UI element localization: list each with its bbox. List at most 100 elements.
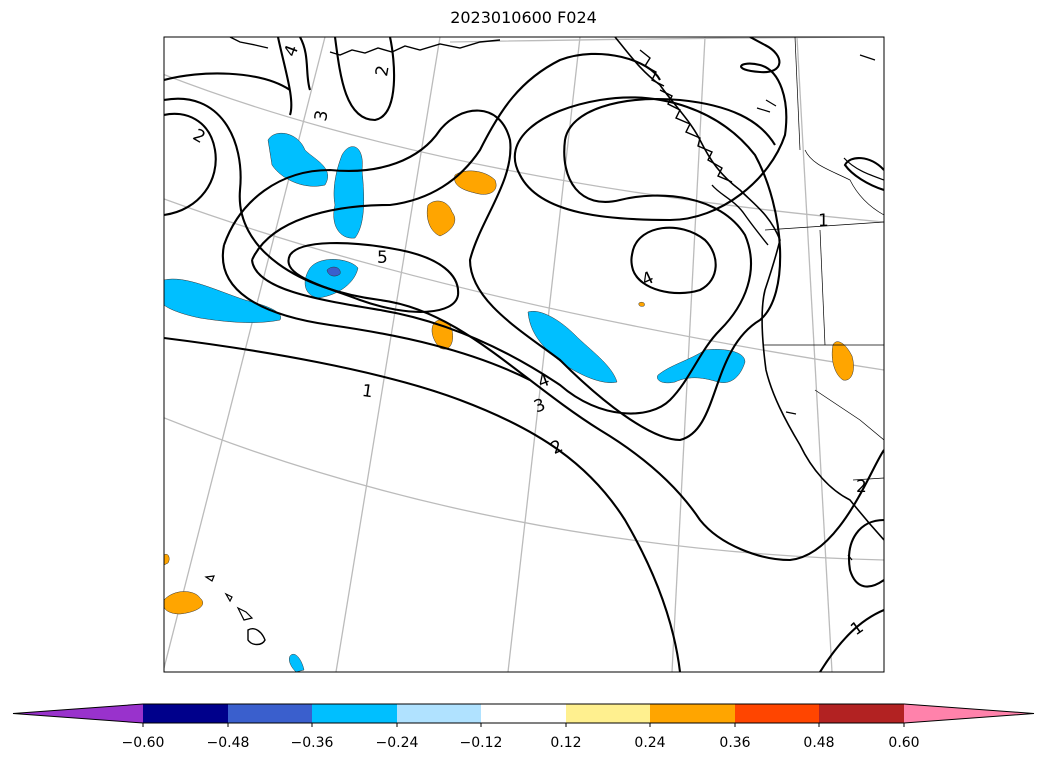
patch bbox=[426, 200, 456, 237]
coastline bbox=[639, 49, 665, 87]
colorbar-tick-label: 0.36 bbox=[719, 735, 750, 751]
colorbar-bin bbox=[397, 704, 481, 723]
patch bbox=[638, 301, 645, 307]
colorbar-bin bbox=[650, 704, 735, 723]
island bbox=[236, 606, 254, 621]
colorbar-bin bbox=[481, 704, 566, 723]
coastline bbox=[229, 37, 269, 49]
border bbox=[804, 149, 884, 216]
positive-anomaly-patches bbox=[164, 170, 854, 615]
patch bbox=[304, 259, 359, 299]
patch bbox=[657, 349, 746, 384]
graticule bbox=[164, 37, 884, 672]
island bbox=[785, 411, 797, 415]
contours bbox=[164, 37, 884, 672]
contour-2 bbox=[164, 97, 884, 562]
colorbar-bins bbox=[13, 704, 1034, 723]
longitude-line bbox=[796, 37, 833, 672]
island bbox=[204, 575, 215, 582]
coastline bbox=[659, 89, 733, 183]
contour-2 bbox=[276, 37, 293, 116]
contour-2 bbox=[164, 112, 217, 217]
contour-label: 2 bbox=[856, 477, 867, 497]
borders bbox=[764, 37, 884, 481]
coastline bbox=[756, 54, 876, 113]
coastline bbox=[711, 184, 769, 246]
colorbar-ticks bbox=[142, 723, 905, 727]
patch bbox=[333, 146, 364, 239]
contour-label: 3 bbox=[531, 395, 548, 417]
negative-anomaly-patches bbox=[164, 132, 746, 672]
patch bbox=[831, 341, 854, 381]
patch bbox=[164, 554, 170, 566]
contour-1 bbox=[164, 72, 291, 91]
map-title: 2023010600 F024 bbox=[450, 8, 597, 27]
border bbox=[794, 37, 801, 151]
contour-label: 2 bbox=[189, 125, 208, 148]
colorbar-tick-label: 0.48 bbox=[803, 735, 834, 751]
contour-3 bbox=[221, 244, 531, 381]
colorbar-bin bbox=[312, 704, 397, 723]
border bbox=[814, 389, 884, 441]
colorbar-tick-label: −0.48 bbox=[207, 735, 250, 751]
contour-label: 1 bbox=[818, 211, 829, 231]
coastline bbox=[329, 39, 501, 56]
longitude-line bbox=[335, 37, 441, 672]
contour-5 bbox=[287, 241, 460, 313]
patch bbox=[164, 278, 282, 323]
contour-3 bbox=[333, 37, 396, 122]
latitude-line bbox=[164, 198, 884, 371]
colorbar-tick-label: −0.60 bbox=[122, 735, 165, 751]
longitude-line bbox=[507, 37, 581, 672]
island bbox=[247, 628, 266, 646]
latitude-line bbox=[164, 73, 884, 223]
contour-label: 5 bbox=[377, 248, 388, 268]
coastline bbox=[843, 157, 884, 181]
contour-label: 2 bbox=[372, 64, 394, 78]
colorbar-tick-labels: −0.60 −0.48 −0.36 −0.24 −0.12 0.12 0.24 … bbox=[122, 735, 920, 751]
colorbar-bin bbox=[566, 704, 650, 723]
colorbar-bin bbox=[735, 704, 819, 723]
map-area: 1 1 1 2 2 2 2 3 3 4 4 4 5 bbox=[164, 37, 884, 672]
border bbox=[764, 221, 884, 231]
contour-2 bbox=[848, 518, 884, 588]
colorbar-tick-label: 0.24 bbox=[634, 735, 665, 751]
contour-1 bbox=[164, 336, 682, 672]
latitude-line bbox=[449, 37, 884, 43]
patch bbox=[326, 266, 341, 277]
contour-label: 2 bbox=[548, 436, 566, 459]
contour-label: 3 bbox=[311, 109, 333, 123]
map-frame bbox=[163, 36, 885, 673]
contour-4 bbox=[250, 98, 776, 415]
colorbar-tick-label: 0.12 bbox=[550, 735, 581, 751]
colorbar-bin bbox=[228, 704, 312, 723]
colorbar-tick-label: −0.24 bbox=[376, 735, 419, 751]
contour-4 bbox=[630, 226, 717, 295]
border bbox=[819, 229, 826, 346]
colorbar-tick-label: 0.60 bbox=[888, 735, 919, 751]
colorbar-bin bbox=[143, 704, 228, 723]
colorbar-extend-max bbox=[904, 704, 1034, 723]
patch bbox=[289, 654, 305, 672]
contour-label: 4 bbox=[535, 370, 552, 392]
colorbar-bin bbox=[819, 704, 904, 723]
contour-label: 4 bbox=[280, 42, 302, 59]
colorbar-tick-label: −0.12 bbox=[460, 735, 503, 751]
island bbox=[224, 592, 233, 603]
longitude-line bbox=[164, 37, 326, 671]
contour-1 bbox=[819, 609, 884, 672]
contour-4 bbox=[299, 37, 312, 91]
contour-2 bbox=[843, 157, 884, 192]
latitude-line bbox=[164, 417, 884, 561]
colorbar-extend-min bbox=[13, 704, 143, 723]
contour-label: 1 bbox=[361, 381, 375, 402]
patch bbox=[267, 132, 328, 187]
contour-label: 4 bbox=[639, 268, 657, 291]
patch bbox=[454, 170, 497, 195]
colorbar: −0.60 −0.48 −0.36 −0.24 −0.12 0.12 0.24 … bbox=[12, 703, 1035, 751]
patch bbox=[164, 591, 204, 615]
colorbar-tick-label: −0.36 bbox=[291, 735, 334, 751]
contour-4 bbox=[251, 52, 661, 261]
contour-3 bbox=[223, 37, 788, 442]
